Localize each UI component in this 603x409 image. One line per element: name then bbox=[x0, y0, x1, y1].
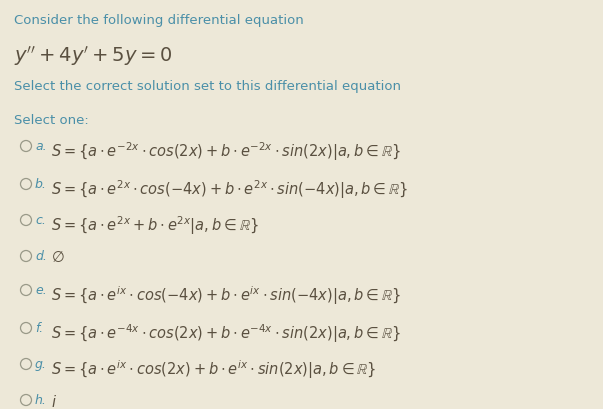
Text: e.: e. bbox=[35, 283, 47, 296]
Text: $y'' + 4y' + 5y = 0$: $y'' + 4y' + 5y = 0$ bbox=[14, 44, 173, 68]
Text: $S = \{a \cdot e^{-2x} \cdot cos(2x) + b \cdot e^{-2x} \cdot sin(2x)|a, b \in \m: $S = \{a \cdot e^{-2x} \cdot cos(2x) + b… bbox=[51, 139, 401, 162]
Text: $S = \{a \cdot e^{ix} \cdot cos(2x) + b \cdot e^{ix} \cdot sin(2x)|a, b \in \mat: $S = \{a \cdot e^{ix} \cdot cos(2x) + b … bbox=[51, 357, 376, 380]
Text: $\emptyset$: $\emptyset$ bbox=[51, 249, 65, 264]
Text: Consider the following differential equation: Consider the following differential equa… bbox=[14, 14, 304, 27]
Text: b.: b. bbox=[35, 178, 47, 191]
Text: a.: a. bbox=[35, 139, 46, 153]
Text: $i$: $i$ bbox=[51, 393, 57, 409]
Text: $S = \{a \cdot e^{ix} \cdot cos(-4x) + b \cdot e^{ix} \cdot sin(-4x)|a, b \in \m: $S = \{a \cdot e^{ix} \cdot cos(-4x) + b… bbox=[51, 283, 401, 306]
Text: $S = \{a \cdot e^{2x} + b \cdot e^{2x}|a, b \in \mathbb{R}\}$: $S = \{a \cdot e^{2x} + b \cdot e^{2x}|a… bbox=[51, 213, 259, 236]
Text: $S = \{a \cdot e^{-4x} \cdot cos(2x) + b \cdot e^{-4x} \cdot sin(2x)|a, b \in \m: $S = \{a \cdot e^{-4x} \cdot cos(2x) + b… bbox=[51, 321, 401, 344]
Text: $S = \{a \cdot e^{2x} \cdot cos(-4x) + b \cdot e^{2x} \cdot sin(-4x)|a, b \in \m: $S = \{a \cdot e^{2x} \cdot cos(-4x) + b… bbox=[51, 178, 408, 200]
Text: f.: f. bbox=[35, 321, 43, 334]
Text: Select the correct solution set to this differential equation: Select the correct solution set to this … bbox=[14, 80, 401, 93]
Text: h.: h. bbox=[35, 393, 47, 406]
Text: c.: c. bbox=[35, 213, 46, 227]
Text: d.: d. bbox=[35, 249, 47, 262]
Text: Select one:: Select one: bbox=[14, 114, 89, 127]
Text: g.: g. bbox=[35, 357, 47, 370]
